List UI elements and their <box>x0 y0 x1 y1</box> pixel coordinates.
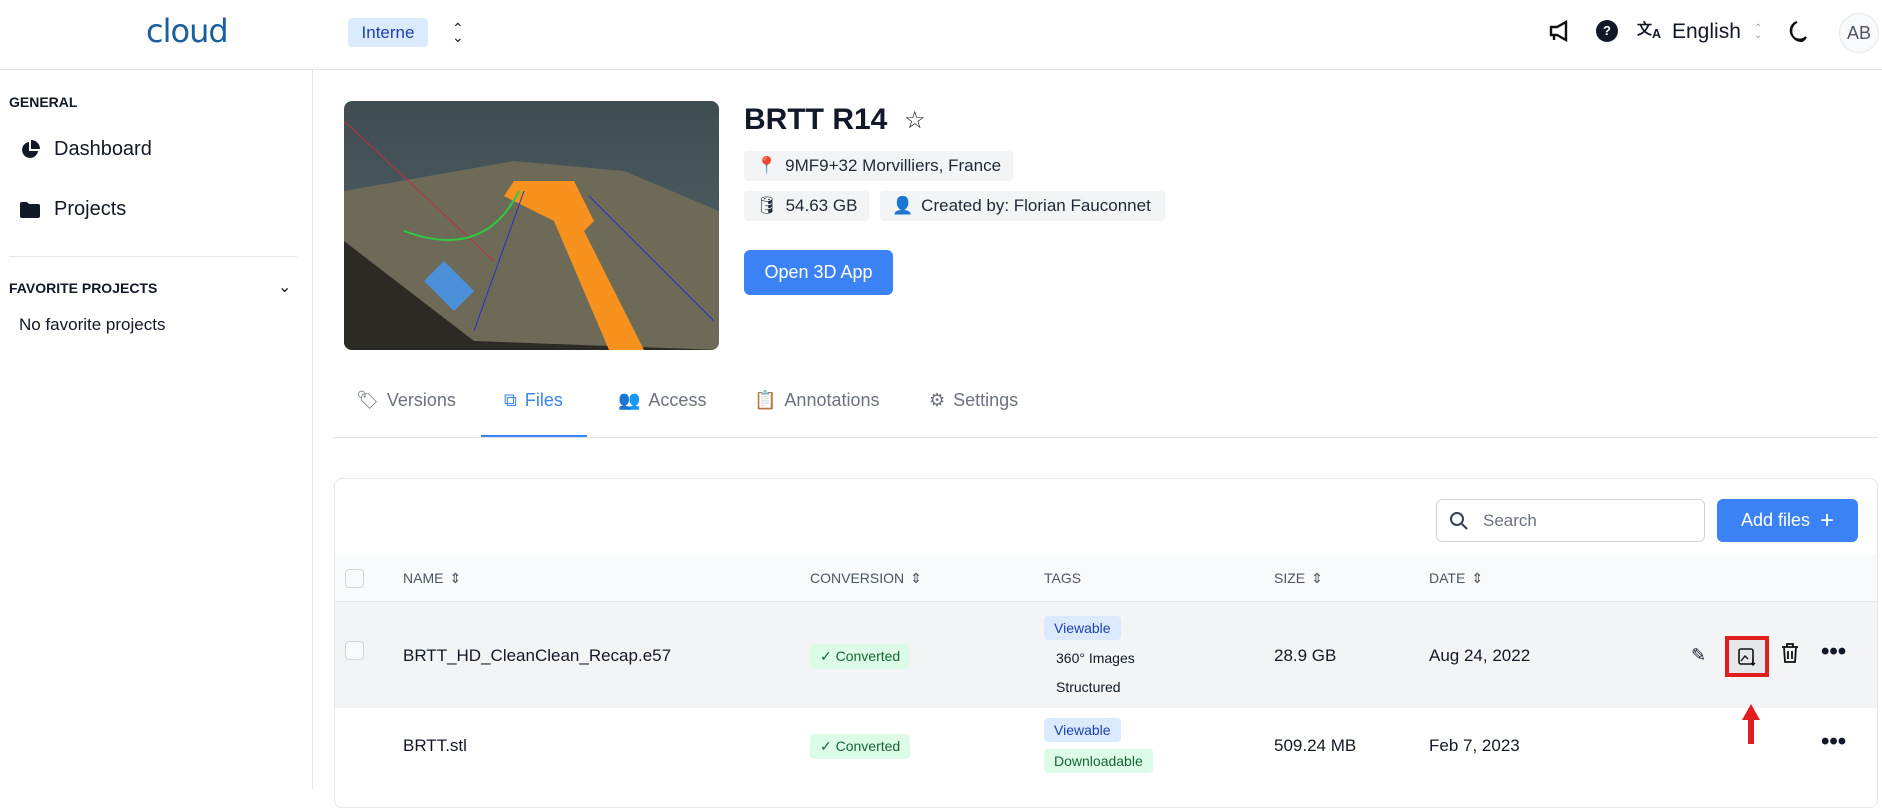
sidebar-item-projects[interactable]: Projects <box>20 198 126 221</box>
org-switch-icon[interactable]: ⌃ ⌄ <box>452 20 464 45</box>
search-input[interactable]: Search <box>1436 499 1705 542</box>
file-name[interactable]: BRTT_HD_CleanClean_Recap.e57 <box>403 646 672 665</box>
sort-icon: ⇕ <box>1311 569 1323 586</box>
trash-icon[interactable] <box>1781 643 1799 663</box>
avatar[interactable]: AB <box>1839 13 1879 53</box>
files-icon: ⧉ <box>504 390 517 410</box>
chevron-down-icon[interactable]: ⌄ <box>278 279 292 296</box>
search-placeholder: Search <box>1483 510 1537 530</box>
tag-text: 360° Images <box>1056 650 1135 666</box>
location-text: 9MF9+32 Morvilliers, France <box>785 156 1002 175</box>
tabs-divider <box>334 437 1878 438</box>
table-header <box>335 554 1877 602</box>
size-text: 54.63 GB <box>785 196 858 215</box>
users-icon: 👥 <box>618 390 641 410</box>
org-badge[interactable]: Interne <box>348 18 428 47</box>
page-title: BRTT R14 <box>744 103 888 136</box>
select-all-checkbox[interactable] <box>345 568 364 588</box>
logo[interactable]: cloud <box>146 12 229 50</box>
top-header: cloud Interne ⌃ ⌄ ? 文A English ⌃ ⌄ AB <box>0 0 1882 70</box>
open-3d-app-button[interactable]: Open 3D App <box>744 250 893 295</box>
column-name[interactable]: NAME ⇕ <box>403 569 462 587</box>
file-size: 28.9 GB <box>1274 646 1337 665</box>
tab-access[interactable]: 👥 Access <box>618 390 707 410</box>
tab-annotations[interactable]: 📋 Annotations <box>754 390 880 410</box>
conversion-badge: ✓ Converted <box>810 644 911 669</box>
more-options-icon[interactable]: ••• <box>1821 728 1847 755</box>
sidebar-item-label: Projects <box>54 198 127 220</box>
database-icon: 🛢 <box>756 196 778 215</box>
gear-icon: ⚙ <box>929 390 946 410</box>
column-size[interactable]: SIZE ⇕ <box>1274 569 1323 587</box>
file-date: Feb 7, 2023 <box>1429 736 1520 755</box>
favorites-empty: No favorite projects <box>19 315 166 334</box>
general-title: GENERAL <box>9 94 78 110</box>
sort-icon: ⇕ <box>1471 569 1484 586</box>
project-thumbnail <box>344 101 719 350</box>
tab-versions[interactable]: 🏷 Versions <box>356 390 456 410</box>
favorites-title: FAVORITE PROJECTS <box>9 280 158 296</box>
language-select[interactable]: English <box>1672 20 1741 43</box>
image-download-icon <box>1738 647 1756 666</box>
file-size: 509.24 MB <box>1274 736 1357 755</box>
tab-settings[interactable]: ⚙ Settings <box>929 390 1019 410</box>
column-conversion[interactable]: CONVERSION ⇕ <box>810 569 922 587</box>
sidebar: GENERAL Dashboard Projects FAVORITE PROJ… <box>0 70 313 789</box>
red-arrow-annotation <box>1741 704 1761 744</box>
pie-chart-icon <box>22 139 40 158</box>
file-date: Aug 24, 2022 <box>1429 646 1531 665</box>
location-chip: 📍 9MF9+32 Morvilliers, France <box>744 151 1014 181</box>
dark-mode-icon[interactable] <box>1785 19 1809 45</box>
tag-badge: Viewable <box>1044 616 1121 640</box>
sidebar-item-dashboard[interactable]: Dashboard <box>20 138 152 161</box>
more-options-icon[interactable]: ••• <box>1821 638 1847 665</box>
map-pin-icon: 📍 <box>756 156 778 175</box>
divider <box>9 256 297 257</box>
tag-text: Structured <box>1056 679 1121 695</box>
download-images-button[interactable] <box>1725 636 1769 677</box>
language-chevron-icon[interactable]: ⌃ ⌄ <box>1754 23 1763 41</box>
megaphone-icon[interactable] <box>1548 20 1572 42</box>
favorite-star-icon[interactable]: ☆ <box>904 107 926 134</box>
sort-icon: ⇕ <box>449 569 462 586</box>
row-checkbox[interactable] <box>345 641 364 660</box>
table-row[interactable]: BRTT.stl ✓ Converted Viewable Downloadab… <box>335 708 1877 789</box>
creator-chip: 👤 Created by: Florian Fauconnet <box>880 191 1165 221</box>
tag-badge: Downloadable <box>1044 749 1153 773</box>
folder-icon <box>20 201 40 218</box>
column-tags: TAGS <box>1044 570 1082 586</box>
sort-icon: ⇕ <box>910 569 922 586</box>
conversion-badge: ✓ Converted <box>810 734 911 759</box>
translate-icon: 文A <box>1637 21 1662 41</box>
tab-files[interactable]: ⧉ Files <box>504 390 563 410</box>
help-icon[interactable]: ? <box>1596 20 1618 42</box>
column-date[interactable]: DATE ⇕ <box>1429 569 1484 587</box>
tag-badge: Viewable <box>1044 718 1121 742</box>
size-chip: 🛢 54.63 GB <box>744 191 870 221</box>
tag-icon: 🏷 <box>356 390 379 410</box>
plus-icon: + <box>1820 506 1835 534</box>
clipboard-icon: 📋 <box>754 390 777 410</box>
user-icon: 👤 <box>892 196 914 215</box>
add-files-button[interactable]: Add files + <box>1717 499 1858 542</box>
active-tab-indicator <box>481 435 587 437</box>
search-icon <box>1450 511 1468 530</box>
table-row[interactable]: BRTT_HD_CleanClean_Recap.e57 ✓ Converted… <box>335 602 1877 708</box>
file-name[interactable]: BRTT.stl <box>403 736 467 755</box>
sidebar-item-label: Dashboard <box>54 138 152 160</box>
edit-pencil-icon[interactable]: ✎ <box>1691 645 1707 665</box>
creator-text: Created by: Florian Fauconnet <box>921 196 1151 215</box>
